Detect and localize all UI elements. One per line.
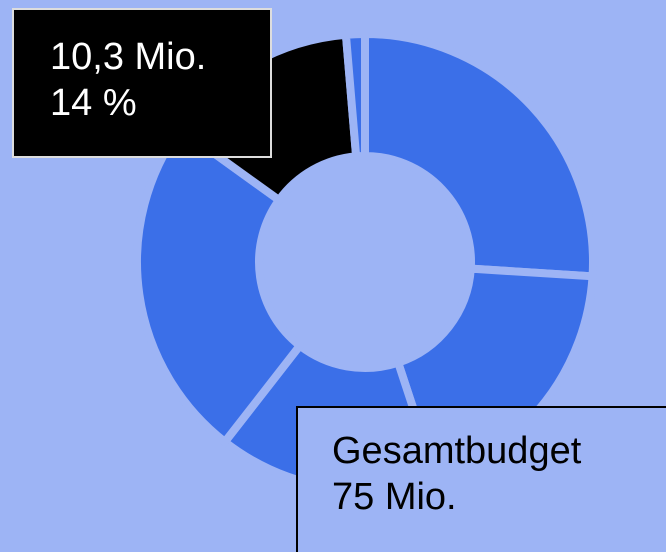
total-label: Gesamtbudget 75 Mio. — [296, 406, 666, 552]
label-line: 10,3 Mio. — [50, 36, 207, 78]
donut-segment — [361, 29, 597, 281]
segment-label: 10,3 Mio. 14 % — [12, 8, 272, 158]
label-line: 14 % — [50, 82, 137, 124]
label-line: Gesamtbudget — [332, 430, 582, 472]
label-line: 75 Mio. — [332, 476, 457, 518]
donut-segment — [341, 29, 369, 161]
